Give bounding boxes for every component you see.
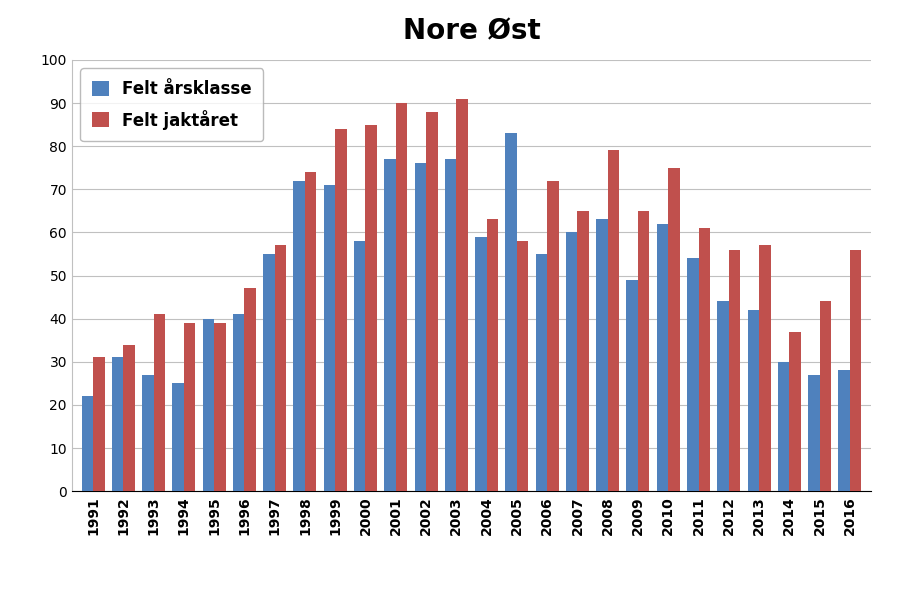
Bar — [415, 164, 426, 491]
Bar — [475, 237, 487, 491]
Bar — [547, 181, 559, 491]
Bar — [244, 289, 256, 491]
Bar — [687, 258, 699, 491]
Bar — [445, 159, 456, 491]
Bar — [294, 181, 305, 491]
Bar — [82, 397, 93, 491]
Bar — [426, 111, 437, 491]
Bar — [656, 224, 668, 491]
Bar — [789, 332, 801, 491]
Bar — [263, 254, 275, 491]
Bar — [608, 150, 620, 491]
Bar — [396, 103, 408, 491]
Bar — [323, 185, 335, 491]
Bar — [354, 241, 365, 491]
Bar — [668, 168, 680, 491]
Bar — [718, 301, 729, 491]
Bar — [778, 362, 789, 491]
Bar — [487, 219, 498, 491]
Bar — [627, 280, 638, 491]
Bar — [820, 301, 831, 491]
Bar — [808, 375, 820, 491]
Bar — [203, 319, 214, 491]
Bar — [517, 241, 528, 491]
Bar — [747, 310, 759, 491]
Bar — [335, 129, 347, 491]
Bar — [566, 232, 577, 491]
Bar — [456, 99, 468, 491]
Bar — [233, 314, 244, 491]
Bar — [839, 370, 850, 491]
Bar — [93, 358, 104, 491]
Bar — [111, 358, 123, 491]
Bar — [172, 383, 184, 491]
Bar — [214, 323, 225, 491]
Bar — [305, 172, 316, 491]
Bar — [275, 246, 286, 491]
Bar — [577, 211, 589, 491]
Bar — [184, 323, 196, 491]
Bar — [596, 219, 608, 491]
Bar — [154, 314, 165, 491]
Bar — [365, 125, 377, 491]
Legend: Felt årsklasse, Felt jaktåret: Felt årsklasse, Felt jaktåret — [80, 68, 263, 141]
Bar — [759, 246, 770, 491]
Bar — [535, 254, 547, 491]
Bar — [850, 250, 861, 491]
Bar — [638, 211, 649, 491]
Bar — [699, 228, 710, 491]
Bar — [142, 375, 154, 491]
Title: Nore Øst: Nore Øst — [402, 17, 541, 45]
Bar — [123, 344, 135, 491]
Bar — [384, 159, 396, 491]
Bar — [729, 250, 740, 491]
Bar — [506, 133, 517, 491]
